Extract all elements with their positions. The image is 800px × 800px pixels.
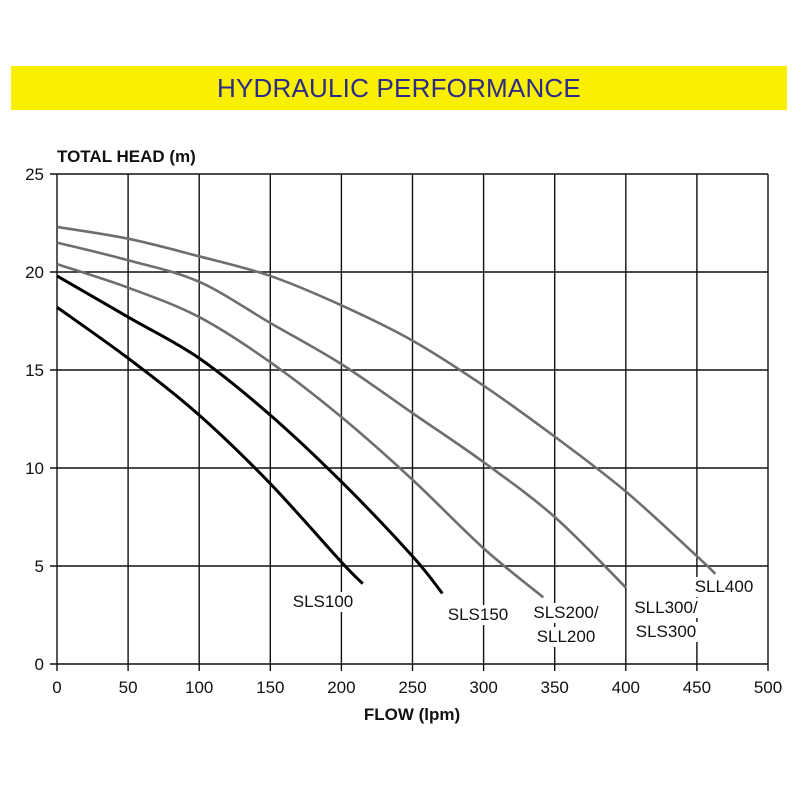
x-tick-label: 250 xyxy=(398,678,426,697)
curve-sls100 xyxy=(56,306,364,585)
curve-label-bg xyxy=(686,577,764,597)
curve-labels: SLS100 SLS150 SLS200/SLL200 SLL300/SLS300 SL… xyxy=(285,577,764,647)
chart-title: HYDRAULIC PERFORMANCE xyxy=(217,72,581,103)
curve-label-bg xyxy=(440,605,518,625)
curve-label: SLS100 xyxy=(293,592,354,611)
x-tick-label: 500 xyxy=(754,678,782,697)
y-tick-label: 20 xyxy=(25,263,44,282)
y-tick-label: 10 xyxy=(25,459,44,478)
x-tick-label: 0 xyxy=(52,678,61,697)
curve-label-bg xyxy=(628,598,706,618)
y-tick-label: 0 xyxy=(35,655,44,674)
y-tick-label: 5 xyxy=(35,557,44,576)
tick-labels: 0 50 100 150 200 250 300 350 400 450 500 0 5 10 15 20 25 xyxy=(25,165,782,697)
x-tick-label: 450 xyxy=(683,678,711,697)
curve-label-bg xyxy=(528,627,606,647)
curve-label: SLL200 xyxy=(537,627,596,646)
x-tick-label: 400 xyxy=(612,678,640,697)
x-tick-label: 200 xyxy=(327,678,355,697)
y-tick-label: 15 xyxy=(25,361,44,380)
grid xyxy=(50,173,769,671)
curves xyxy=(56,225,717,599)
x-tick-label: 150 xyxy=(256,678,284,697)
curve-label: SLL300/ xyxy=(634,598,698,617)
x-tick-label: 100 xyxy=(185,678,213,697)
title-banner: HYDRAULIC PERFORMANCE xyxy=(11,66,787,110)
curve-sls200-sll200 xyxy=(56,262,545,599)
curve-sls150 xyxy=(56,274,444,595)
curve-sll400 xyxy=(56,225,717,575)
y-axis-label: TOTAL HEAD (m) xyxy=(57,147,196,166)
curve-sll300-sls300 xyxy=(56,241,627,589)
x-tick-label: 350 xyxy=(541,678,569,697)
x-tick-label: 50 xyxy=(119,678,138,697)
curve-label-bg xyxy=(528,603,606,623)
curve-label: SLS300 xyxy=(636,622,697,641)
curve-label: SLS150 xyxy=(448,605,509,624)
x-axis-label: FLOW (lpm) xyxy=(364,705,460,724)
y-tick-label: 25 xyxy=(25,165,44,184)
x-tick-label: 300 xyxy=(469,678,497,697)
curve-label-bg xyxy=(628,622,706,642)
curve-label-bg xyxy=(285,592,363,612)
curve-label: SLL400 xyxy=(695,577,754,596)
curve-label: SLS200/ xyxy=(533,603,598,622)
